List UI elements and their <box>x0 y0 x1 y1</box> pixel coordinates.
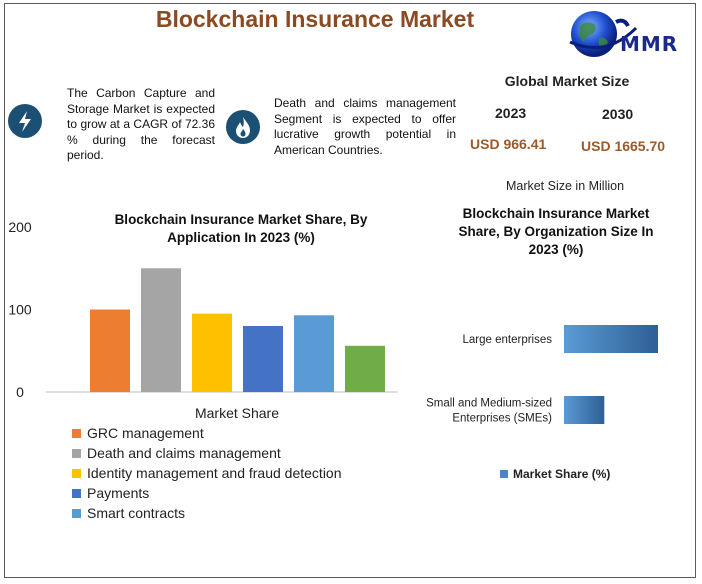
legend-item: Identity management and fraud detection <box>72 463 342 483</box>
legend-item: Smart contracts <box>72 503 342 523</box>
bar <box>294 315 334 392</box>
legend-item: Payments <box>72 483 342 503</box>
legend-swatch <box>72 428 81 438</box>
bar <box>243 326 283 392</box>
legend-label: Identity management and fraud detection <box>87 465 342 481</box>
chart-application-legend: GRC management Death and claims managemen… <box>72 423 342 523</box>
legend-swatch <box>500 470 508 478</box>
y-tick-label: 100 <box>8 302 32 318</box>
legend-item: Death and claims management <box>72 443 342 463</box>
legend-swatch <box>72 448 81 458</box>
year-2023: 2023 <box>495 105 527 121</box>
value-2023: USD 966.41 <box>470 136 547 152</box>
category-label: Large enterprises <box>463 334 553 346</box>
bar <box>564 396 605 424</box>
bar <box>90 309 130 392</box>
bar <box>192 313 232 392</box>
page-title: Blockchain Insurance Market <box>155 6 475 32</box>
market-size-unit: Market Size in Million <box>505 179 625 193</box>
bar <box>564 325 658 353</box>
chart-organization-legend: Market Share (%) <box>500 467 610 481</box>
legend-item: GRC management <box>72 423 342 443</box>
chart-organization-title: Blockchain Insurance Market Share, By Or… <box>458 206 654 257</box>
market-size-title: Global Market Size <box>504 73 630 89</box>
legend-swatch <box>72 508 81 518</box>
bar <box>141 268 181 392</box>
info-text-cagr: The Carbon Capture and Storage Market is… <box>67 86 215 162</box>
legend-label: GRC management <box>87 425 204 441</box>
legend-swatch <box>72 468 81 478</box>
y-tick-label: 0 <box>16 384 24 400</box>
mmr-logo <box>566 8 694 60</box>
y-tick-label: 200 <box>8 219 32 235</box>
legend-label: Market Share (%) <box>513 467 611 481</box>
legend-label: Smart contracts <box>87 505 186 521</box>
year-2030: 2030 <box>602 106 634 122</box>
value-2030: USD 1665.70 <box>581 138 666 154</box>
bar <box>345 345 385 392</box>
globe-icon <box>569 11 638 57</box>
lightning-icon <box>8 104 42 138</box>
flame-icon <box>226 110 260 144</box>
info-text-segment: Death and claims management Segment is e… <box>274 96 456 157</box>
legend-label: Death and claims management <box>87 445 281 461</box>
chart-application-title: Blockchain Insurance Market Share, By Ap… <box>114 212 368 245</box>
legend-label: Payments <box>87 485 150 501</box>
category-label: Small and Medium-sized Enterprises (SMEs) <box>426 398 552 425</box>
legend-swatch <box>72 488 81 498</box>
logo-text: MMR <box>620 32 679 56</box>
x-axis-label: Market Share <box>195 405 279 421</box>
infographic-frame <box>4 3 696 578</box>
